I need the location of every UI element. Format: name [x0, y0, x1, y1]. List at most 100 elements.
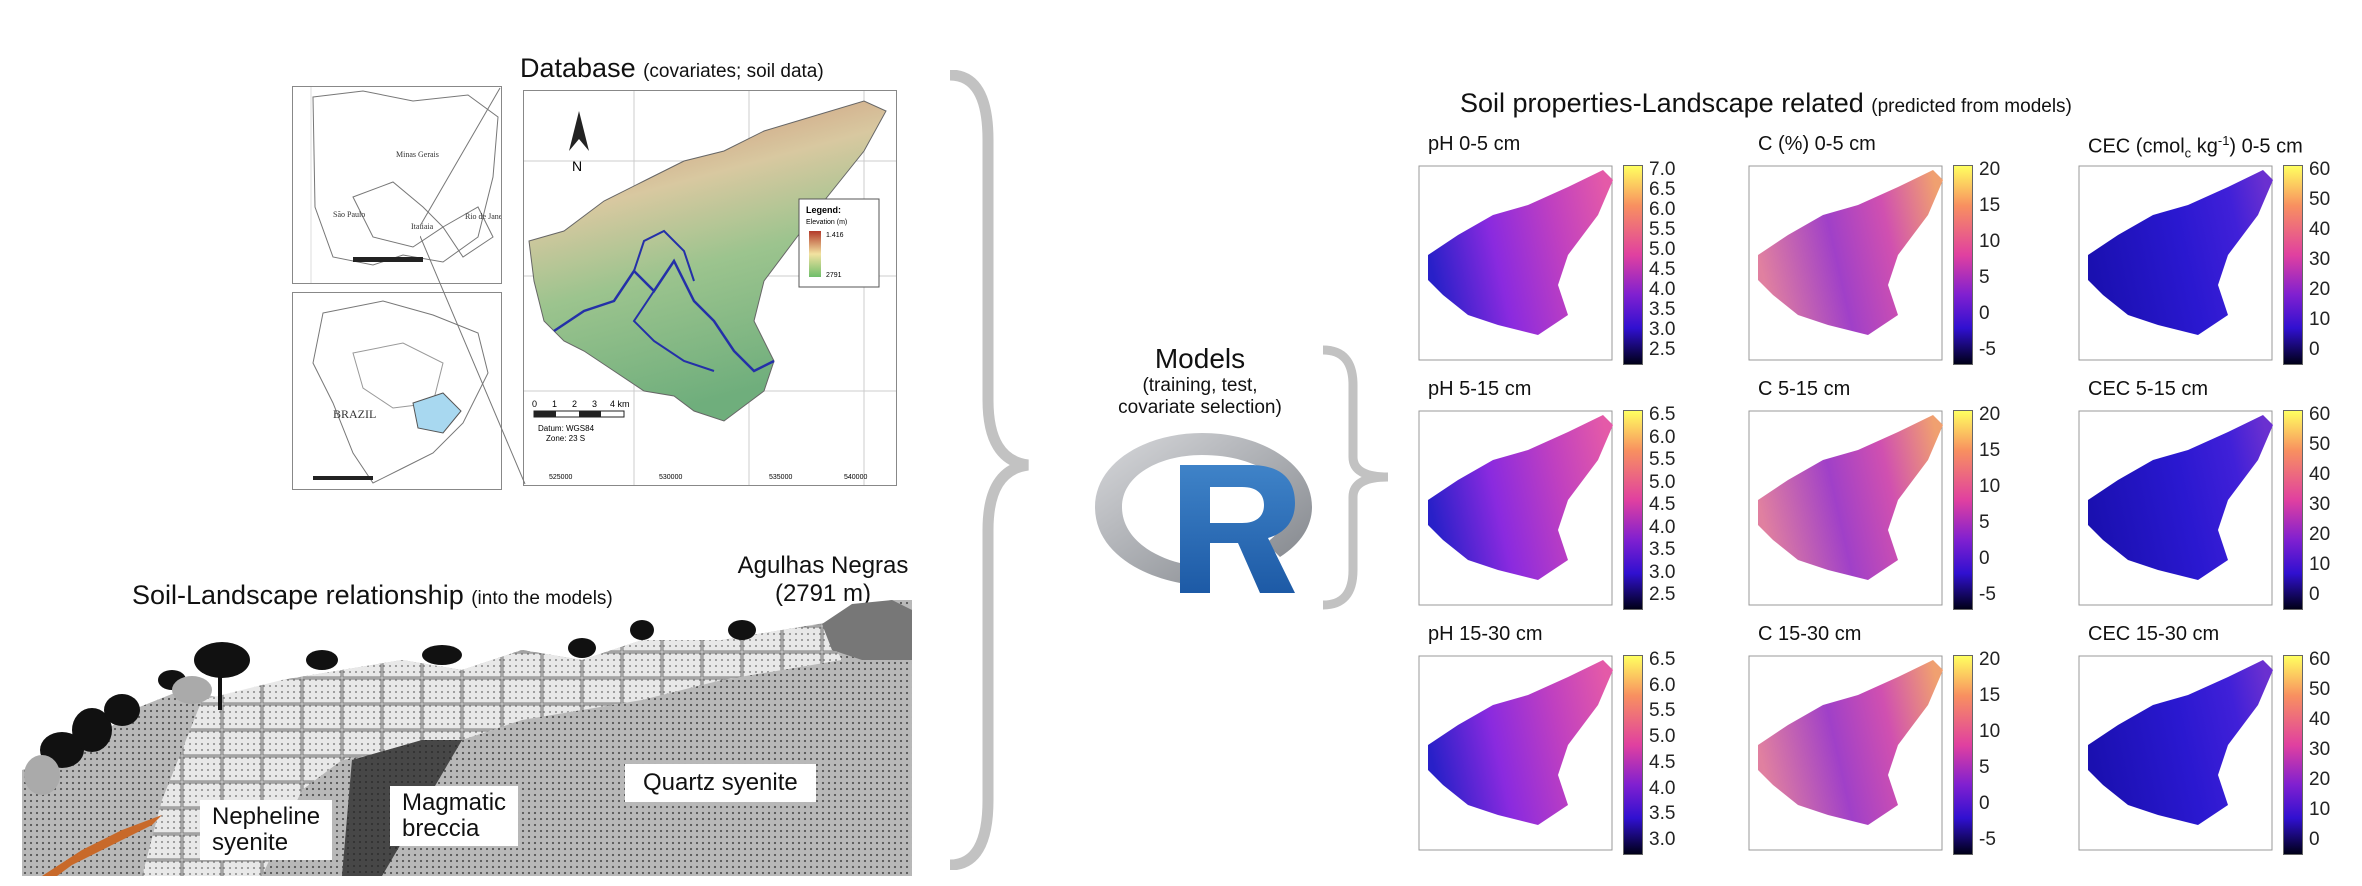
colorbar-tick: 5.0 — [1649, 726, 1676, 748]
colorbar-tick: 6.5 — [1649, 649, 1676, 670]
prediction-surface — [2088, 415, 2273, 580]
panel-title: CEC (cmolc kg-1) 0-5 cm — [2088, 133, 2303, 161]
colorbar-tick: 3.5 — [1649, 803, 1676, 825]
colorbar-tick: 20 — [1979, 404, 2001, 425]
r-logo: R — [1090, 425, 1312, 593]
panel-title: C 5-15 cm — [1758, 378, 1851, 400]
prediction-surface — [2088, 660, 2273, 825]
colorbar-tick: 5.5 — [1649, 700, 1676, 722]
scale-label: 4 km — [610, 399, 630, 409]
scale-label: 3 — [592, 399, 597, 409]
colorbar-tick: 40 — [2309, 709, 2331, 730]
colorbar-tick: 60 — [2309, 159, 2331, 180]
panel-title: C 15-30 cm — [1758, 623, 1862, 645]
colorbar-tick: 20 — [2309, 279, 2331, 300]
legend-title: Legend: — [806, 205, 841, 215]
prediction-surface — [1428, 660, 1613, 825]
panel-title: pH 15-30 cm — [1428, 623, 1543, 645]
prediction-map — [1748, 655, 1943, 851]
inset-map-states: Minas Gerais São Paulo Itatiaia Rio de J… — [292, 86, 511, 284]
prediction-surface — [1428, 415, 1613, 580]
prediction-surface — [1428, 170, 1613, 335]
colorbar-tick: 10 — [2309, 554, 2331, 575]
prediction-surface — [1758, 660, 1943, 825]
state-label: São Paulo — [333, 210, 365, 219]
colorbar-tick: 6.5 — [1649, 179, 1676, 200]
colorbar-tick: 5 — [1979, 512, 1990, 533]
colorbar-tick: 20 — [2309, 769, 2331, 790]
prediction-surface — [1758, 170, 1943, 335]
colorbar-tick: 2.5 — [1649, 339, 1676, 360]
x-tick: 535000 — [769, 474, 792, 481]
prediction-map — [1748, 165, 1943, 361]
scale-label: 2 — [572, 399, 577, 409]
colorbar-tick: 30 — [2309, 249, 2331, 270]
colorbar-tick: 60 — [2309, 649, 2331, 670]
state-label: Rio de Janeiro — [465, 212, 501, 221]
colorbar-tick: 5 — [1979, 757, 1990, 778]
colorbar-tick: 30 — [2309, 739, 2331, 760]
predicted-title: Soil properties-Landscape related (predi… — [1460, 88, 2072, 118]
prediction-map — [1418, 410, 1613, 606]
colorbar-tick: 60 — [2309, 404, 2331, 425]
prediction-map — [2078, 410, 2273, 606]
colorbar-tick: 15 — [1979, 440, 2001, 461]
x-tick: 530000 — [659, 474, 682, 481]
colorbar-tick: 5.5 — [1649, 449, 1676, 470]
colorbar-tick: 10 — [1979, 721, 2001, 742]
brace-large — [949, 70, 1030, 870]
colorbar-tick: 7.0 — [1649, 159, 1676, 180]
panel-title: CEC 5-15 cm — [2088, 378, 2209, 400]
colorbar-tick: 30 — [2309, 494, 2331, 515]
colorbar-tick: 20 — [1979, 159, 2001, 180]
state-label: Minas Gerais — [396, 150, 439, 159]
colorbar — [1953, 410, 1973, 610]
colorbar-tick: 20 — [1979, 649, 2001, 670]
prediction-surface — [1758, 415, 1943, 580]
colorbar-tick: 0 — [1979, 793, 1990, 814]
scale-label: 1 — [552, 399, 557, 409]
zone-label: Zone: 23 S — [546, 434, 585, 443]
colorbar-tick: 15 — [1979, 195, 2001, 216]
elevation-map: N Legend: Elevation (m) 1.416 2791 0 1 2… — [523, 90, 897, 486]
colorbar-tick: 6.0 — [1649, 199, 1676, 220]
colorbar — [1623, 655, 1643, 855]
colorbar-tick: -5 — [1979, 339, 1996, 360]
prediction-map — [2078, 655, 2273, 851]
panel-title: pH 0-5 cm — [1428, 133, 1521, 155]
colorbar — [1623, 410, 1643, 610]
colorbar — [1953, 655, 1973, 855]
colorbar-tick: -5 — [1979, 584, 1996, 605]
colorbar-tick: -5 — [1979, 829, 1996, 850]
inset-connector-lines — [420, 87, 526, 485]
datum-label: Datum: WGS84 — [538, 424, 595, 433]
colorbar-tick: 50 — [2309, 434, 2331, 455]
colorbar-tick: 0 — [2309, 339, 2320, 360]
colorbar-tick: 4.0 — [1649, 279, 1676, 300]
panel-title: pH 5-15 cm — [1428, 378, 1532, 400]
colorbar-tick: 0 — [2309, 829, 2320, 850]
colorbar-tick: 0 — [1979, 548, 1990, 569]
colorbar-tick: 4.5 — [1649, 751, 1676, 773]
colorbar-tick: 4.5 — [1649, 494, 1676, 515]
colorbar-tick: 50 — [2309, 679, 2331, 700]
rock-label-breccia: Magmatic breccia — [390, 786, 519, 846]
rock-label-nepheline: Nepheline syenite — [200, 800, 333, 860]
colorbar-tick: 4.0 — [1649, 777, 1676, 799]
colorbar-tick: 40 — [2309, 219, 2331, 240]
colorbar — [1623, 165, 1643, 365]
legend-sub: Elevation (m) — [806, 219, 847, 226]
colorbar-tick: 4.5 — [1649, 259, 1676, 280]
colorbar-tick: 10 — [2309, 309, 2331, 330]
soil-landscape-title: Soil-Landscape relationship (into the mo… — [132, 580, 613, 610]
models-label: Models (training, test, covariate select… — [1118, 343, 1282, 418]
rock-label-quartz: Quartz syenite — [625, 764, 816, 802]
r-logo-letter: R — [1090, 425, 1091, 426]
colorbar-tick: 5.0 — [1649, 239, 1676, 260]
colorbar-tick: 5.5 — [1649, 219, 1676, 240]
colorbar-tick: 3.5 — [1649, 539, 1676, 560]
brace-small — [1322, 345, 1389, 610]
prediction-map — [1418, 655, 1613, 851]
colorbar-tick: 3.0 — [1649, 829, 1676, 850]
scale-label: 0 — [532, 399, 537, 409]
